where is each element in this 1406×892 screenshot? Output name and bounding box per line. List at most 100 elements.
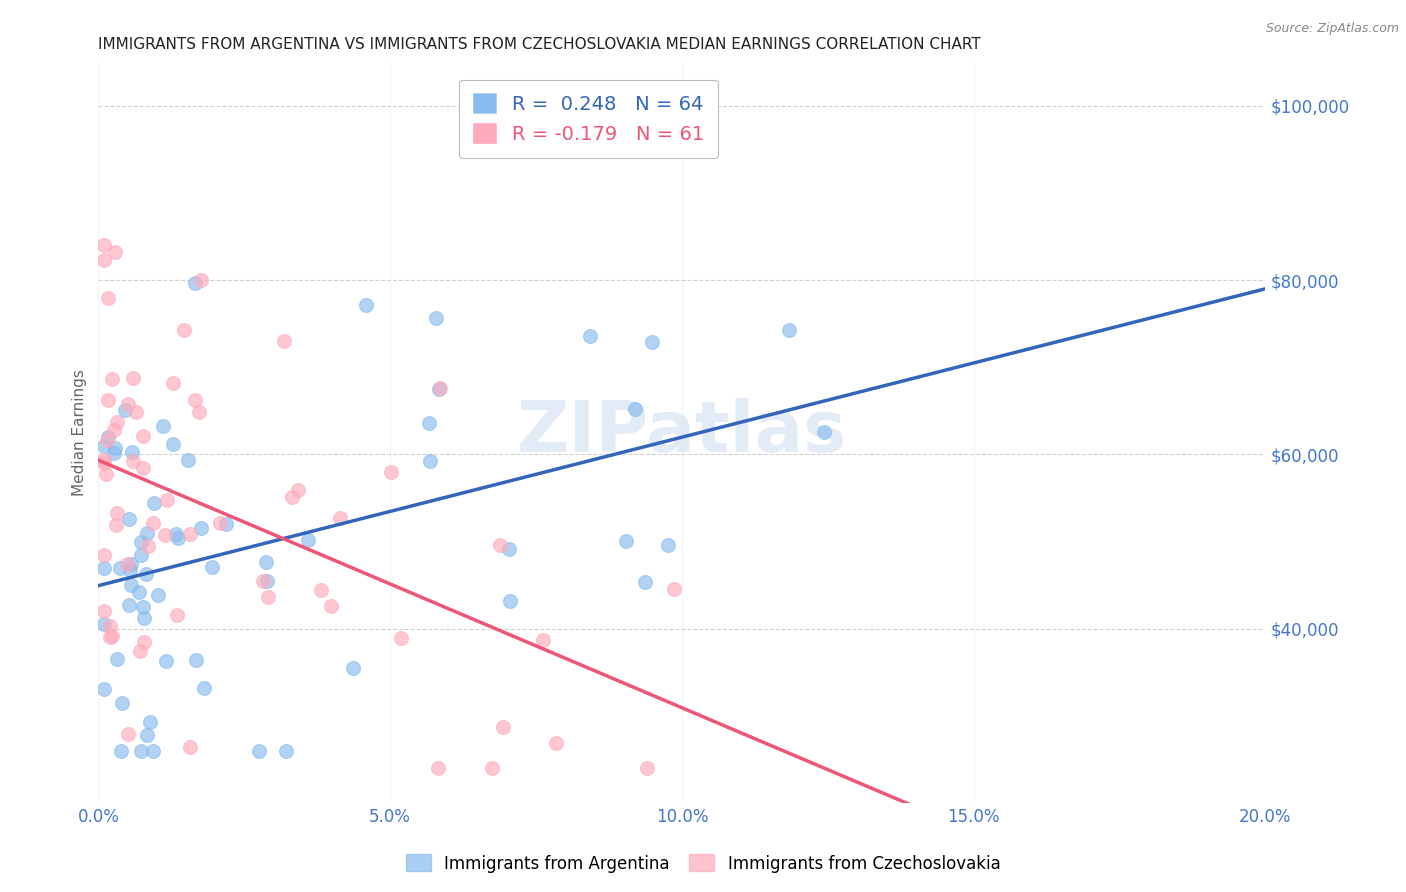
Point — [143, 496, 166, 510]
Point — [136, 539, 159, 553]
Point — [499, 594, 522, 608]
Point — [104, 441, 127, 455]
Point — [114, 403, 136, 417]
Point — [425, 311, 447, 326]
Point — [152, 419, 174, 434]
Point — [93, 456, 115, 470]
Point — [418, 416, 440, 430]
Point — [184, 276, 207, 290]
Point — [103, 423, 125, 437]
Point — [184, 653, 207, 667]
Point — [531, 633, 554, 648]
Legend: R =  0.248   N = 64, R = -0.179   N = 61: R = 0.248 N = 64, R = -0.179 N = 61 — [460, 79, 717, 158]
Point — [98, 619, 121, 633]
Point — [93, 253, 115, 268]
Point — [481, 761, 503, 775]
Point — [257, 590, 280, 604]
Point — [129, 535, 152, 549]
Point — [125, 405, 148, 419]
Point — [142, 516, 165, 530]
Point — [190, 273, 212, 287]
Point — [162, 376, 184, 390]
Point — [155, 654, 177, 668]
Point — [132, 610, 155, 624]
Point — [309, 583, 332, 598]
Legend: Immigrants from Argentina, Immigrants from Czechoslovakia: Immigrants from Argentina, Immigrants fr… — [399, 847, 1007, 880]
Text: IMMIGRANTS FROM ARGENTINA VS IMMIGRANTS FROM CZECHOSLOVAKIA MEDIAN EARNINGS CORR: IMMIGRANTS FROM ARGENTINA VS IMMIGRANTS … — [98, 37, 981, 52]
Point — [101, 629, 124, 643]
Point — [662, 582, 685, 597]
Point — [427, 382, 450, 396]
Point — [96, 467, 118, 481]
Point — [256, 574, 278, 589]
Point — [247, 743, 270, 757]
Point — [187, 405, 209, 419]
Text: Source: ZipAtlas.com: Source: ZipAtlas.com — [1265, 22, 1399, 36]
Point — [166, 608, 188, 623]
Point — [342, 660, 364, 674]
Point — [131, 743, 153, 757]
Point — [389, 631, 412, 645]
Point — [120, 557, 142, 571]
Point — [129, 548, 152, 562]
Point — [98, 630, 121, 644]
Point — [131, 599, 153, 614]
Point — [105, 506, 128, 520]
Point — [146, 588, 169, 602]
Point — [579, 329, 602, 343]
Point — [641, 335, 664, 350]
Point — [110, 743, 132, 757]
Point — [380, 465, 402, 479]
Point — [117, 727, 139, 741]
Point — [97, 430, 120, 444]
Point — [167, 532, 190, 546]
Point — [120, 563, 142, 577]
Point — [427, 761, 450, 775]
Point — [489, 538, 512, 552]
Point — [93, 604, 115, 618]
Point — [155, 493, 177, 508]
Point — [274, 743, 297, 757]
Point — [419, 454, 441, 468]
Point — [93, 238, 115, 252]
Point — [165, 527, 187, 541]
Point — [101, 372, 124, 386]
Point — [135, 566, 157, 581]
Point — [190, 521, 212, 535]
Point — [93, 682, 115, 697]
Point — [544, 736, 567, 750]
Point — [329, 511, 352, 525]
Point — [136, 728, 159, 742]
Point — [636, 761, 658, 775]
Point — [252, 574, 274, 589]
Point — [153, 527, 176, 541]
Point — [139, 715, 162, 730]
Point — [117, 397, 139, 411]
Point — [128, 585, 150, 599]
Point — [287, 483, 309, 498]
Text: ZIPatlas: ZIPatlas — [517, 398, 846, 467]
Point — [93, 561, 115, 575]
Point — [297, 533, 319, 547]
Point — [491, 720, 513, 734]
Point — [110, 560, 132, 574]
Point — [179, 739, 201, 754]
Point — [162, 437, 184, 451]
Point — [105, 652, 128, 666]
Point — [103, 445, 125, 459]
Point — [201, 560, 224, 574]
Point — [122, 454, 145, 468]
Point — [215, 516, 238, 531]
Point — [319, 599, 342, 613]
Point — [121, 444, 143, 458]
Point — [177, 452, 200, 467]
Point — [624, 402, 647, 417]
Point — [193, 681, 215, 695]
Point — [117, 598, 139, 612]
Point — [813, 425, 835, 439]
Point — [93, 549, 115, 563]
Point — [105, 416, 128, 430]
Point — [120, 578, 142, 592]
Point — [614, 534, 637, 549]
Point — [657, 538, 679, 552]
